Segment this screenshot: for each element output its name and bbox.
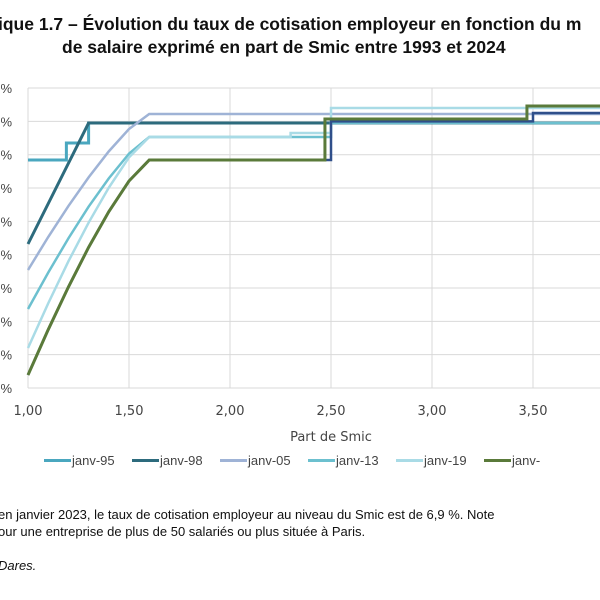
series-line-janv-05	[26, 112, 600, 271]
series-line-janv-13	[26, 121, 600, 310]
legend-label: janv-19	[424, 453, 467, 468]
series-line-janv-	[26, 104, 600, 376]
legend-label: janv-98	[160, 453, 203, 468]
legend-item: janv-13	[308, 453, 396, 468]
x-axis-label: Part de Smic	[290, 430, 372, 445]
legend-item: janv-98	[132, 453, 220, 468]
y-tick-label: %	[0, 314, 12, 329]
source-note: Dares.	[0, 558, 37, 573]
note-line2: our une entreprise de plus de 50 salarié…	[0, 524, 366, 539]
y-tick-label: %	[0, 248, 12, 263]
legend-item: janv-19	[396, 453, 484, 468]
y-tick-label: %	[0, 381, 12, 396]
legend-label: janv-	[512, 453, 541, 468]
x-tick-label: 3,00	[418, 404, 447, 419]
y-tick-label: %	[0, 214, 12, 229]
chart-legend: janv-95 janv-98 janv-05 janv-13 janv-19 janv-	[44, 453, 572, 468]
legend-item: janv-	[484, 453, 572, 468]
y-tick-label: %	[0, 181, 12, 196]
series-line-unlabeled	[26, 111, 600, 376]
chart-title-line2: de salaire exprimé en part de Smic entre…	[62, 37, 506, 57]
y-tick-label: %	[0, 348, 12, 363]
note-line1: en janvier 2023, le taux de cotisation e…	[0, 507, 495, 522]
legend-swatch	[484, 459, 511, 462]
legend-label: janv-05	[248, 453, 291, 468]
y-tick-label: %	[0, 81, 12, 96]
chart-title-line1: ique 1.7 – Évolution du taux de cotisati…	[0, 14, 582, 34]
series-line-janv-98	[26, 121, 600, 245]
x-tick-label: 2,50	[317, 404, 346, 419]
legend-item: janv-95	[44, 453, 132, 468]
x-tick-label: 3,50	[519, 404, 548, 419]
legend-swatch	[308, 459, 335, 462]
legend-swatch	[132, 459, 159, 462]
legend-label: janv-13	[336, 453, 379, 468]
legend-swatch	[44, 459, 71, 462]
y-tick-label: %	[0, 148, 12, 163]
x-tick-label: 1,50	[115, 404, 144, 419]
x-tick-label: 1,00	[14, 404, 43, 419]
legend-swatch	[220, 459, 247, 462]
y-tick-label: %	[0, 281, 12, 296]
y-tick-label: %	[0, 114, 12, 129]
x-tick-label: 2,00	[216, 404, 245, 419]
legend-label: janv-95	[72, 453, 115, 468]
legend-swatch	[396, 459, 423, 462]
legend-item: janv-05	[220, 453, 308, 468]
